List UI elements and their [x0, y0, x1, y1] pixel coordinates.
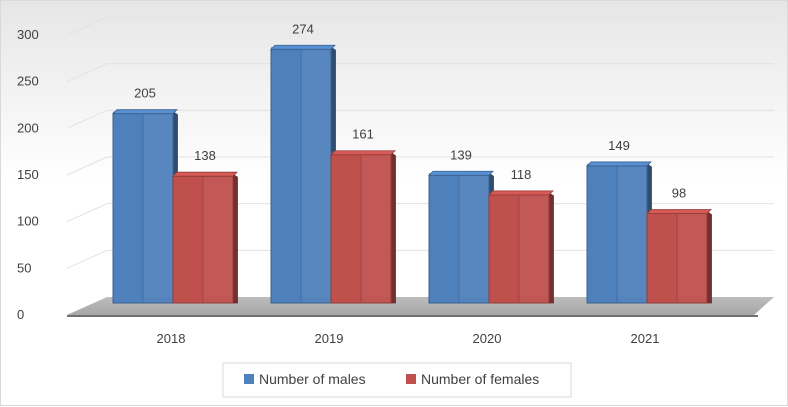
- data-label: 139: [450, 147, 472, 162]
- x-tick-label: 2020: [473, 331, 502, 346]
- x-tick-label: 2018: [157, 331, 186, 346]
- bar-top-face: [586, 161, 652, 167]
- axes: 0 50 100 150 200 250 300 2018 2019 2020 2021: [17, 27, 758, 346]
- data-label: 274: [292, 21, 314, 36]
- bars: [112, 44, 712, 304]
- y-tick-label: 0: [17, 307, 24, 322]
- data-label: 149: [608, 138, 630, 153]
- bar-top-face: [488, 190, 554, 196]
- gridline: [66, 63, 774, 83]
- bar-females-2019: [330, 150, 396, 304]
- data-label: 98: [672, 186, 686, 201]
- gridline: [66, 109, 774, 129]
- y-tick-label: 200: [17, 120, 39, 135]
- legend-swatch-females: [406, 374, 416, 384]
- legend: Number of males Number of females: [222, 362, 572, 398]
- bar-males-2019: [270, 44, 336, 304]
- y-tick-label: 100: [17, 214, 39, 229]
- gridline: [66, 156, 774, 176]
- data-labels: 205 138 274 161 139 118 149 98: [134, 21, 686, 200]
- bar-top-face: [172, 171, 238, 177]
- y-tick-label: 150: [17, 167, 39, 182]
- x-tick-label: 2021: [631, 331, 660, 346]
- gridline: [66, 16, 774, 36]
- bar-females-2020: [488, 190, 554, 304]
- x-tick-label: 2019: [315, 331, 344, 346]
- y-tick-label: 250: [17, 74, 39, 89]
- bar-males-2020: [428, 170, 494, 304]
- legend-box: [222, 362, 572, 398]
- legend-swatch-males: [244, 374, 254, 384]
- bar-males-2018: [112, 109, 178, 304]
- data-label: 161: [352, 127, 374, 142]
- y-tick-label: 50: [17, 260, 31, 275]
- legend-label-males: Number of males: [259, 371, 366, 387]
- bar-top-face: [112, 109, 178, 115]
- data-label: 205: [134, 86, 156, 101]
- bar-top-face: [428, 170, 494, 176]
- bar-side-face: [232, 173, 238, 304]
- bar-top-face: [270, 44, 336, 50]
- bar-top-face: [646, 209, 712, 214]
- bar-side-face: [706, 210, 712, 304]
- data-label: 118: [511, 167, 532, 182]
- bar-side-face: [548, 192, 554, 304]
- y-tick-label: 300: [17, 27, 39, 42]
- bar-females-2018: [172, 171, 238, 304]
- data-label: 138: [194, 148, 216, 163]
- bar-females-2021: [646, 209, 712, 304]
- bar-top-face: [330, 150, 396, 156]
- bar-males-2021: [586, 161, 652, 304]
- bar-side-face: [390, 151, 396, 304]
- legend-label-females: Number of females: [421, 371, 539, 387]
